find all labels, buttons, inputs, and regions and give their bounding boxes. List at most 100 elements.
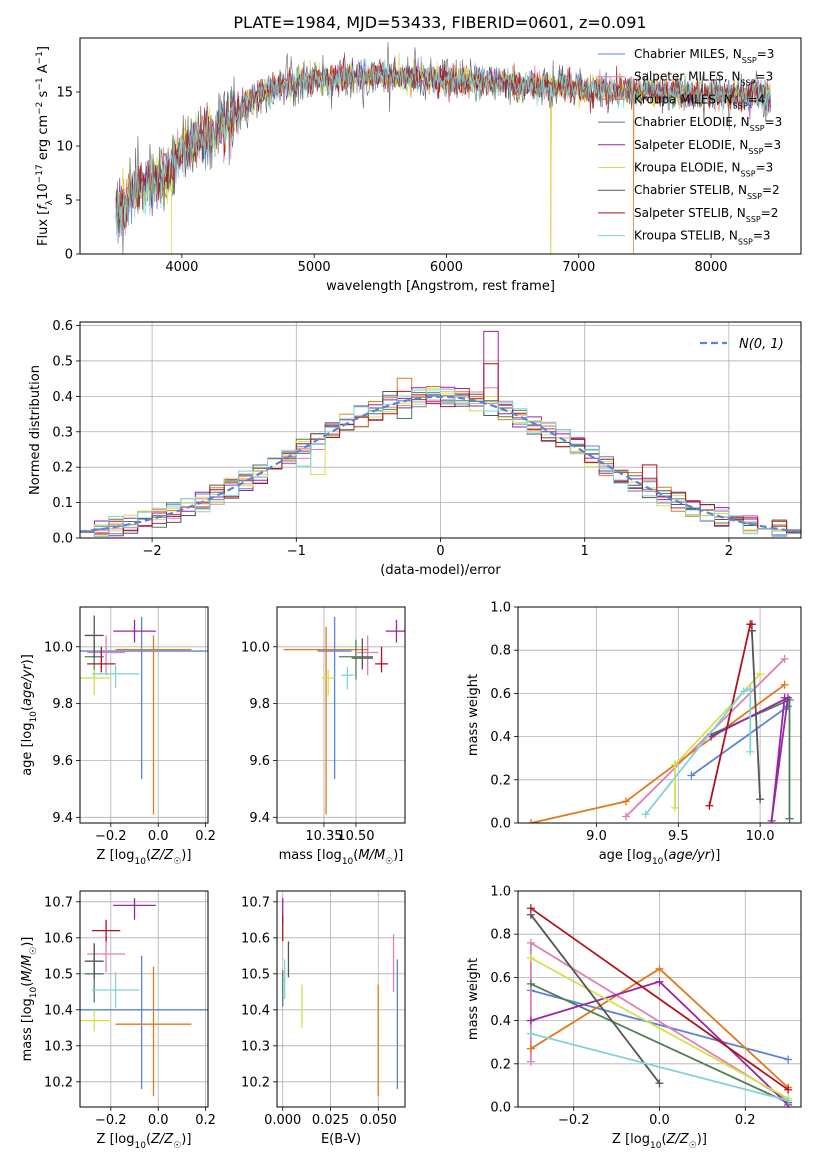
tick-label-y: 9.6 [52,754,73,769]
weight-marker-salpeter-elodie [767,816,776,823]
tick-label-x: 10.0 [746,829,775,844]
weight-marker-salpeter-stelib [705,801,714,810]
legend-label-kroupa-stelib: Kroupa STELIB, NSSP=3 [634,229,771,247]
weight-marker-kroupa-miles [780,680,789,689]
tick-label-x: 6000 [430,260,463,275]
weight-marker-chabrier-miles [687,771,696,780]
tick-label-y: 9.4 [52,811,73,826]
weight-marker-salpeter-stelib [747,620,756,629]
legend-label-salpeter-stelib: Salpeter STELIB, NSSP=2 [634,206,778,224]
tick-label-y: 1.0 [490,601,511,616]
errorbars-age_vs_mass [283,616,405,815]
spectrum-line-kroupa-stelib [115,59,771,236]
weight-marker-salpeter-miles [526,938,535,947]
weight-marker-kroupa-stelib [526,1029,535,1038]
axes-frame-residuals [79,321,802,539]
weight-marker-kroupa-miles [527,819,536,823]
weight-marker-kroupa-elodie [526,953,535,962]
tick-label-x: −0.2 [95,829,127,844]
tick-label-x: −1 [287,544,306,559]
errorbar-salpeter-stelib [375,646,388,673]
tick-label-y: 1.0 [490,885,511,900]
x-axis-label-mass_vs_Z: Z [log10(Z/Z☉)] [97,1132,192,1151]
y-axis-label-weight_vs_age: mass weight [466,674,481,756]
legend-label-chabrier-elodie: Chabrier ELODIE, NSSP=3 [634,115,782,133]
axes-weight_vs_Z: −0.2 0.0 0.2 0.0 0.2 0.4 0.6 0.8 1.0 Z [log10(Z/Z… [466,885,801,1151]
axes-frame-age_vs_Z [79,606,209,824]
weight-line-salpeter-miles [625,658,786,818]
tick-label-x: 0.0 [148,1113,169,1128]
errorbar-kroupa-elodie [321,669,335,696]
errorbar-chabrier-miles [80,616,208,779]
tick-label-y: 0.4 [490,1014,511,1029]
y-axis-label-residuals: Normed distribution [28,365,43,495]
weight-marker-kroupa-miles [621,797,630,806]
tick-label-x: 5000 [298,260,331,275]
x-axis-label-spectrum: wavelength [Angstrom, rest frame] [326,279,555,294]
tick-label-y: 10.5 [44,967,73,982]
tick-label-y: 10.5 [241,967,270,982]
tick-label-y: 10.0 [44,640,73,655]
tick-label-y: 10.2 [241,1075,270,1090]
weight-line-chabrier-miles [690,705,789,777]
y-axis-label-weight_vs_Z: mass weight [466,958,481,1040]
weight-marker-salpeter-elodie [655,977,664,986]
histogram-salpeter-stelib [80,363,801,538]
weight-line-chabrier-stelib [530,914,661,1084]
axes-frame-age_vs_mass [276,606,406,824]
axes-age_vs_Z: −0.2 0.0 0.2 9.4 9.6 9.8 10.0 Z [log10(Z/Z☉)] ag… [20,607,216,867]
weight-lines-weight_vs_age [527,620,794,823]
tick-label-y: 0.3 [52,425,73,440]
axes-spectrum: 4000 5000 6000 7000 8000 0 5 10 15 wavelength [An… [35,46,728,294]
tick-label-y: 0.2 [490,1057,511,1072]
weight-marker-salpeter-miles [780,654,789,663]
legend-label-salpeter-elodie: Salpeter ELODIE, NSSP=3 [634,138,781,156]
errorbar-salpeter-miles [87,635,126,676]
errorbar-chabrier-miles [317,616,352,779]
tick-label-x: 0 [436,544,444,559]
tick-label-y: 10.6 [241,931,270,946]
tick-label-y: 10.7 [241,895,270,910]
axes-frame-weight_vs_age [517,606,802,824]
errorbar-kroupa-stelib [341,666,354,690]
errorbar-salpeter-stelib [91,919,121,942]
errorbar-chabrier-stelib [351,638,373,670]
weight-marker-kroupa-stelib [746,685,755,694]
weight-marker-salpeter-miles [526,1057,535,1066]
histogram-kroupa-stelib [80,389,801,538]
weight-marker-kroupa-miles [526,1044,535,1053]
errorbar-kroupa-miles [283,626,369,815]
tick-label-x: −0.2 [95,1113,127,1128]
tick-label-y: 0.0 [490,1101,511,1116]
tick-label-y: 10 [56,140,73,155]
axes-weight_vs_age: 9.0 9.5 10.0 0.0 0.2 0.4 0.6 0.8 1.0 age [log10(a… [466,601,801,867]
weight-marker-kroupa-miles [655,964,664,973]
errorbar-salpeter-elodie [113,898,156,920]
y-axis-label-mass_vs_Z: mass [log10(M/M☉)] [20,937,39,1062]
tick-label-y: 0.0 [490,817,511,832]
errorbar-salpeter-miles [357,635,379,676]
weight-line-kroupa-elodie [674,673,761,808]
tick-label-y: 5 [65,194,73,209]
errorbar-salpeter-elodie [113,619,156,643]
errorbars-age_vs_Z [80,615,208,815]
tick-label-x: 0.025 [312,1113,349,1128]
tick-label-y: 0.8 [490,928,511,943]
errorbar-chabrier-stelib [84,615,104,659]
tick-label-y: 0 [65,248,73,263]
tick-label-y: 9.8 [52,697,73,712]
tick-label-y: 10.4 [44,1003,73,1018]
y-axis-label-age_vs_Z: age [log10(age/yr)] [20,654,39,776]
tick-label-y: 0.6 [490,687,511,702]
weight-marker-chabrier-miles [784,1055,793,1064]
tick-label-x: 0.0 [649,1113,670,1128]
legend-residuals: N(0, 1) [700,337,784,352]
errorbar-salpeter-elodie [385,619,405,643]
weight-marker-kroupa-stelib [641,810,650,819]
x-axis-label-weight_vs_Z: Z [log10(Z/Z☉)] [612,1132,707,1151]
legend-label-gaussian: N(0, 1) [739,337,784,352]
weight-line-kroupa-stelib [530,1032,789,1102]
weight-marker-salpeter-stelib [526,904,535,913]
tick-label-x: 0.2 [195,829,216,844]
tick-label-y: 0.2 [52,461,73,476]
